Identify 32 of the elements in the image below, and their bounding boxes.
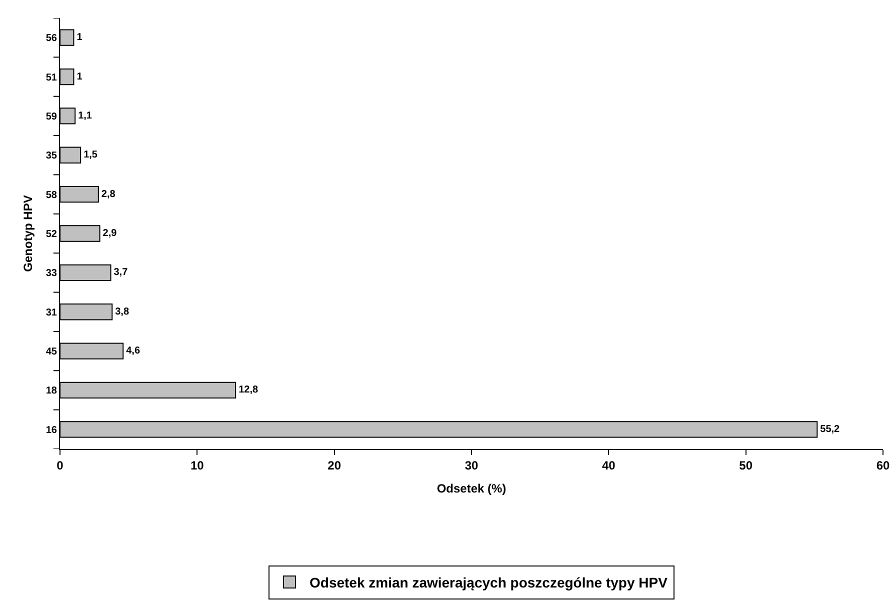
y-tick-label: 35 xyxy=(46,150,58,162)
y-axis-title: Genotyp HPV xyxy=(21,195,36,272)
legend-label: Odsetek zmian zawierających poszczególne typy HPV xyxy=(310,574,668,590)
data-label: 1,1 xyxy=(78,110,92,122)
data-label: 3,8 xyxy=(115,306,130,318)
data-label: 55,2 xyxy=(820,424,840,435)
y-tick-label: 56 xyxy=(46,33,58,44)
y-tick-label: 51 xyxy=(46,72,58,84)
data-label: 2,9 xyxy=(102,228,118,239)
x-tick-label: 0 xyxy=(56,458,64,472)
x-tick-label: 40 xyxy=(602,458,616,472)
y-tick-label: 59 xyxy=(46,111,58,122)
data-label: 3,7 xyxy=(114,267,128,278)
y-tick-label: 33 xyxy=(46,268,58,280)
data-label: 1 xyxy=(76,71,83,82)
y-tick-label: 18 xyxy=(46,386,58,397)
y-tick-label: 52 xyxy=(46,229,58,240)
data-label: 4,6 xyxy=(126,346,140,357)
y-tick-label: 58 xyxy=(46,190,58,201)
x-tick-label: 60 xyxy=(876,458,890,472)
x-axis-title: Odsetek (%) xyxy=(436,481,506,496)
y-tick-label: 45 xyxy=(46,346,58,358)
data-label: 1 xyxy=(76,32,83,44)
y-tick-label: 31 xyxy=(46,307,58,318)
x-tick-label: 50 xyxy=(739,458,753,472)
data-label: 12,8 xyxy=(238,384,258,396)
x-tick-label: 10 xyxy=(190,458,204,472)
x-tick-label: 20 xyxy=(328,458,342,472)
data-label: 1,5 xyxy=(84,150,98,161)
x-tick-label: 30 xyxy=(464,458,478,472)
y-tick-label: 16 xyxy=(46,424,58,436)
data-label: 2,8 xyxy=(101,188,116,200)
